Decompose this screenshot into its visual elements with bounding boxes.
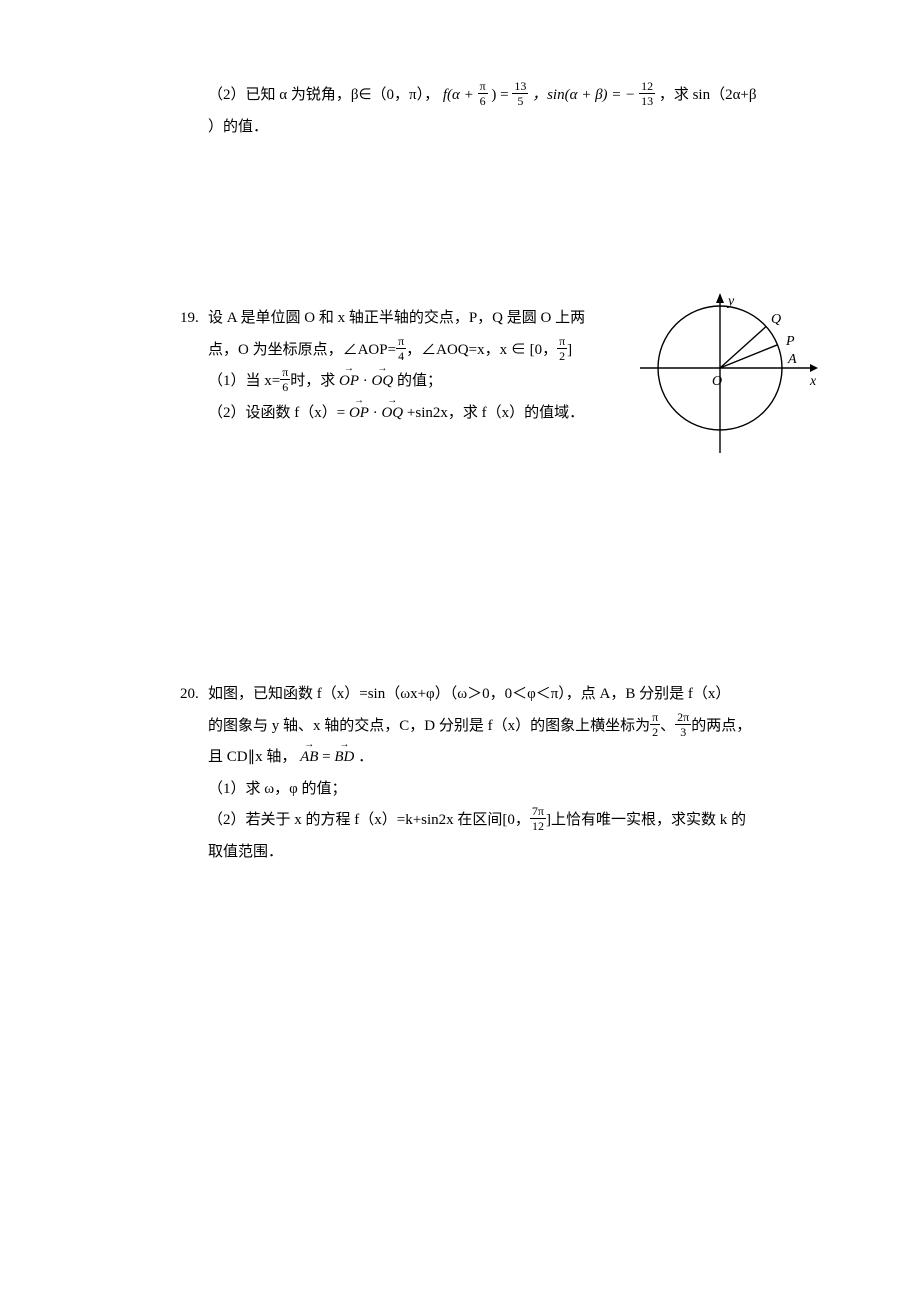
text: ，求 sin（2α+β [659,87,757,103]
text: （1）当 x= [208,373,280,389]
fraction: 1213 [639,80,655,107]
vector-ab: →AB [300,742,318,774]
problem-19: O A P Q x y 19. 设 A 是单位圆 O 和 x 轴正半轴的交点，P… [180,303,790,429]
q20-line1: 20. 如图，已知函数 f（x）=sin（ωx+φ）（ω＞0，0＜φ＜π），点 … [180,679,790,711]
text: ，sin(α + β) = − [532,87,635,103]
q19-line2: 点，O 为坐标原点，∠AOP=π4，∠AOQ=x，x ∈ [0，π2] [180,335,608,367]
problem-number: 20. [180,679,208,711]
text: （2）已知 α 为锐角，β∈（0，π）， [208,87,439,103]
text: 点，O 为坐标原点，∠AOP= [208,342,396,358]
fraction: π2 [557,335,567,362]
fraction: π6 [280,366,290,393]
text: ] [567,342,572,358]
svg-text:O: O [712,374,722,389]
text: 、 [660,718,675,734]
vector-bd: →BD [334,742,354,774]
fraction: 135 [512,80,528,107]
q18-line1: （2）已知 α 为锐角，β∈（0，π）， f(α + π6 ) = 135 ，s… [180,80,790,112]
text: ) = [491,87,508,103]
text: 设 A 是单位圆 O 和 x 轴正半轴的交点，P，Q 是圆 O 上两 [208,310,585,326]
fraction: π4 [396,335,406,362]
problem-20: 20. 如图，已知函数 f（x）=sin（ωx+φ）（ω＞0，0＜φ＜π），点 … [180,679,790,868]
q20-part2-l1: （2）若关于 x 的方程 f（x）=k+sin2x 在区间[0，7π12]上恰有… [180,805,790,837]
fraction: 7π12 [530,805,546,832]
svg-text:y: y [726,294,735,309]
text: ． [358,749,373,765]
eq: = [322,749,334,765]
fraction: π6 [478,80,488,107]
text: f(α + [443,87,474,103]
text: ，∠AOQ=x，x ∈ [0， [406,342,557,358]
text: +sin2x，求 f（x）的值域． [407,405,584,421]
text: 且 CD∥x 轴， [208,749,296,765]
q20-line2: 的图象与 y 轴、x 轴的交点，C，D 分别是 f（x）的图象上横坐标为π2、2… [180,711,790,743]
q20-line3: 且 CD∥x 轴， →AB = →BD ． [180,742,790,774]
text: 的值； [397,373,442,389]
problem-18-part2: （2）已知 α 为锐角，β∈（0，π）， f(α + π6 ) = 135 ，s… [180,80,790,143]
svg-text:x: x [809,374,817,389]
q20-part1: （1）求 ω，φ 的值； [180,774,790,806]
problem-number: 19. [180,303,208,335]
vector-op: →OP [349,398,369,430]
unit-circle-diagram: O A P Q x y [640,293,830,468]
dot: · [373,405,378,421]
svg-text:P: P [785,334,795,349]
dot: · [363,373,368,389]
fraction: 2π3 [675,711,691,738]
q20-part2-l2: 取值范围． [180,837,790,869]
text: 的图象与 y 轴、x 轴的交点，C，D 分别是 f（x）的图象上横坐标为 [208,718,650,734]
diagram-svg: O A P Q x y [640,293,830,463]
q18-line2: ）的值． [180,112,790,144]
svg-text:A: A [787,352,797,367]
svg-text:Q: Q [771,312,781,327]
text: 时，求 [290,373,335,389]
vector-oq: →OQ [381,398,403,430]
text: （2）设函数 f（x）= [208,405,345,421]
fraction: π2 [650,711,660,738]
text: （2）若关于 x 的方程 f（x）=k+sin2x 在区间[0， [208,812,530,828]
text: 的两点， [691,718,751,734]
text: ]上恰有唯一实根，求实数 k 的 [546,812,746,828]
page: （2）已知 α 为锐角，β∈（0，π）， f(α + π6 ) = 135 ，s… [0,0,920,968]
text: 如图，已知函数 f（x）=sin（ωx+φ）（ω＞0，0＜φ＜π），点 A，B … [208,686,730,702]
